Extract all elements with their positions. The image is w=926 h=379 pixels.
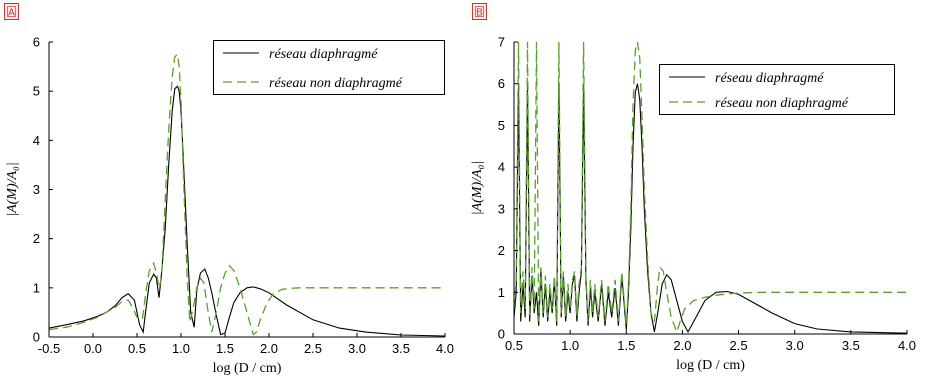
panel-badge-box xyxy=(472,3,487,20)
x-tick-label: 0.5 xyxy=(505,338,523,353)
series-line-1 xyxy=(49,85,445,337)
panel-badge-inner xyxy=(7,6,16,17)
x-tick-label: 0.0 xyxy=(84,341,102,356)
legend-label-1: réseau diaphragmé xyxy=(715,71,824,86)
x-tick-label: 1.0 xyxy=(172,341,190,356)
x-tick-label: 2.5 xyxy=(730,338,748,353)
series-line-2 xyxy=(514,42,907,334)
legend-box xyxy=(213,40,445,95)
series-line-1 xyxy=(514,83,907,334)
y-tick-label: 3 xyxy=(33,182,40,197)
y-axis-label: |A(M)/A₀| xyxy=(470,161,485,216)
y-tick-label: 3 xyxy=(498,201,505,216)
y-tick-label: 1 xyxy=(498,285,505,300)
chart-A: A -0.5 0.0 0.5 1.0 1.5 2.0 2.5 3.0 3.5 4.0 0 1 2 3 4 5 6 l… xyxy=(4,3,454,376)
y-tick-label: 5 xyxy=(498,118,505,133)
y-tick-label: 6 xyxy=(498,76,505,91)
y-tick-label: 6 xyxy=(33,35,40,50)
panel-badge-box xyxy=(4,3,19,20)
panel-badge-letter: B xyxy=(476,8,483,19)
legend-label-2: réseau non diaphragmé xyxy=(715,96,849,111)
x-axis-label: log (D / cm) xyxy=(213,361,282,376)
x-tick-label: 1.5 xyxy=(617,338,635,353)
x-tick-label: 1.5 xyxy=(216,341,234,356)
x-axis-label: log (D / cm) xyxy=(676,358,745,373)
x-tick-label: 4.0 xyxy=(436,341,454,356)
y-tick-label: 1 xyxy=(33,280,40,295)
x-tick-label: 3.5 xyxy=(392,341,410,356)
y-tick-label: 5 xyxy=(33,84,40,99)
y-tick-label: 4 xyxy=(498,160,505,175)
x-tick-label: 3.5 xyxy=(842,338,860,353)
panel-badge-letter: A xyxy=(8,8,15,19)
x-tick-label: 3.0 xyxy=(786,338,804,353)
y-tick-label: 2 xyxy=(498,243,505,258)
legend-label-1: réseau diaphragmé xyxy=(269,47,378,62)
chart-B: B 0.5 1.0 1.5 2.0 2.5 3.0 3.5 4.0 0 1 2 3 4 5 6 7 log (D … xyxy=(470,3,916,373)
y-tick-label: 2 xyxy=(33,231,40,246)
x-tick-label: 0.5 xyxy=(128,341,146,356)
y-tick-label: 7 xyxy=(498,35,505,50)
y-tick-label: 0 xyxy=(33,330,40,345)
x-tick-label: 3.0 xyxy=(348,341,366,356)
y-tick-label: 0 xyxy=(498,327,505,342)
x-tick-label: 1.0 xyxy=(561,338,579,353)
x-tick-label: -0.5 xyxy=(38,341,60,356)
legend-label-2: réseau non diaphragmé xyxy=(269,76,403,91)
x-tick-label: 2.5 xyxy=(304,341,322,356)
series-line-2 xyxy=(49,52,445,336)
y-axis-label: |A(M)/A₀| xyxy=(5,162,20,217)
x-tick-label: 4.0 xyxy=(898,338,916,353)
x-tick-label: 2.0 xyxy=(673,338,691,353)
x-tick-label: 2.0 xyxy=(260,341,278,356)
legend-box xyxy=(659,64,895,115)
panel-badge-inner xyxy=(475,6,484,17)
y-tick-label: 4 xyxy=(33,133,40,148)
